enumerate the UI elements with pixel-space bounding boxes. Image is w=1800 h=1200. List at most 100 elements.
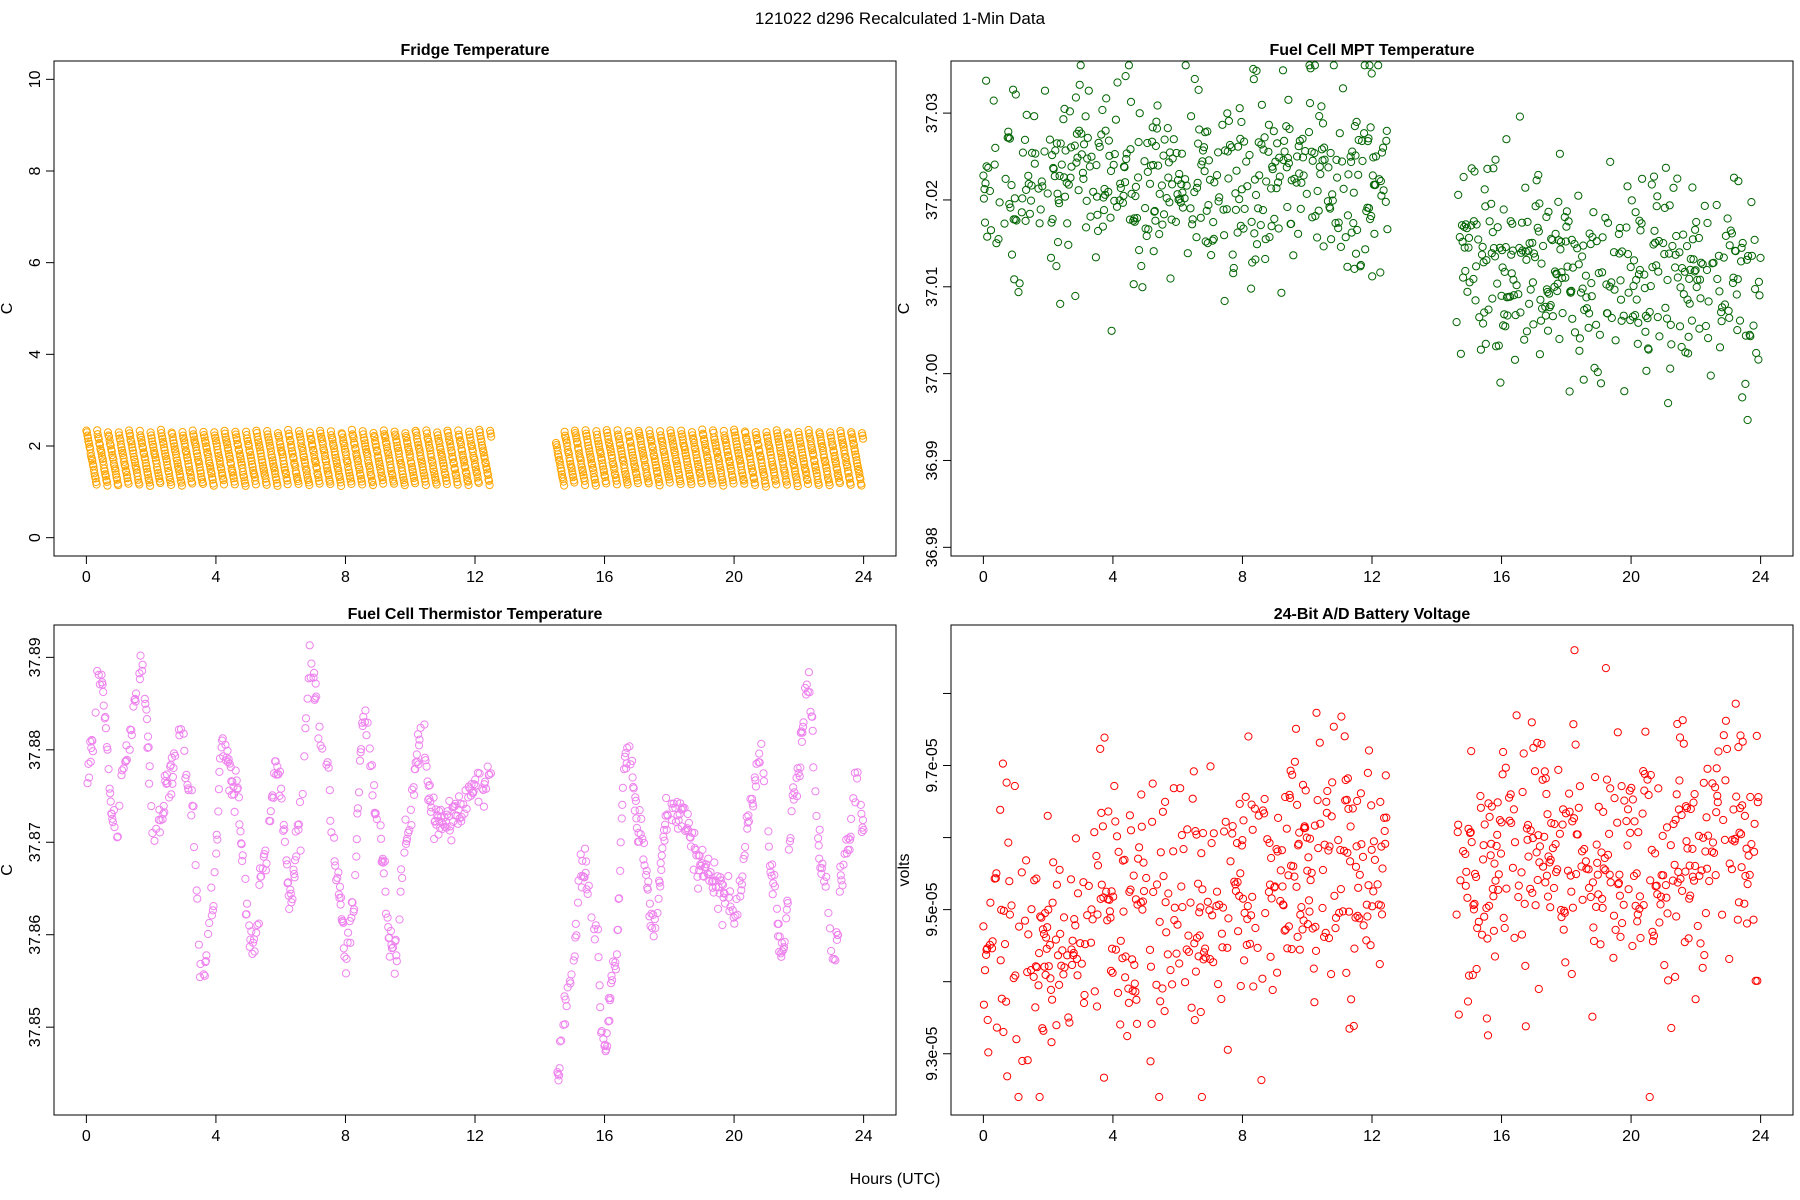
data-point xyxy=(256,446,265,455)
data-point xyxy=(130,695,139,704)
data-point xyxy=(673,465,683,474)
data-point xyxy=(1563,866,1573,875)
data-point xyxy=(1074,186,1083,195)
data-point xyxy=(1161,797,1170,807)
data-point xyxy=(1045,940,1055,950)
data-point xyxy=(1351,151,1360,160)
data-point xyxy=(1196,903,1205,912)
x-tick-label: 12 xyxy=(466,1128,484,1145)
data-point xyxy=(366,467,375,476)
data-point xyxy=(681,451,691,460)
data-point xyxy=(836,871,845,880)
data-point xyxy=(1318,119,1328,128)
data-point xyxy=(384,448,393,457)
data-point xyxy=(798,451,807,460)
data-point xyxy=(622,472,631,481)
data-point xyxy=(477,437,486,446)
data-point xyxy=(1489,892,1498,901)
data-point xyxy=(593,925,603,934)
data-point xyxy=(1176,784,1185,793)
data-point xyxy=(1264,147,1273,156)
data-point xyxy=(1151,141,1161,151)
data-point xyxy=(793,482,802,491)
data-point xyxy=(572,931,581,940)
data-point xyxy=(168,433,177,442)
y-tick-label: 0 xyxy=(27,533,44,542)
data-point xyxy=(746,458,755,467)
data-point xyxy=(201,438,210,448)
data-point xyxy=(1163,950,1172,959)
data-point xyxy=(1094,138,1103,147)
data-point xyxy=(224,446,233,455)
data-point xyxy=(1207,251,1216,260)
data-point xyxy=(1320,840,1329,849)
data-point xyxy=(1467,221,1476,230)
data-point xyxy=(90,469,99,478)
data-point xyxy=(1506,217,1515,226)
data-point xyxy=(85,773,94,782)
data-point xyxy=(242,899,252,908)
data-point xyxy=(1305,99,1315,108)
data-point xyxy=(822,463,831,472)
data-point xyxy=(1742,919,1752,928)
data-point xyxy=(207,911,216,920)
data-point xyxy=(698,871,708,881)
data-point xyxy=(1364,204,1374,213)
data-point xyxy=(853,774,862,783)
data-point xyxy=(306,431,315,440)
data-point xyxy=(429,793,438,802)
data-point xyxy=(1673,719,1682,729)
data-point xyxy=(824,908,833,918)
x-tick-label: 8 xyxy=(1238,1128,1247,1145)
data-point xyxy=(645,430,655,439)
data-point xyxy=(1588,878,1598,887)
data-point xyxy=(156,478,165,488)
data-point xyxy=(597,1027,606,1036)
data-point xyxy=(86,449,95,458)
data-point xyxy=(1349,219,1358,228)
data-point xyxy=(1733,326,1742,335)
data-point xyxy=(560,481,569,490)
data-point xyxy=(1514,290,1523,299)
data-point xyxy=(246,451,255,460)
data-point xyxy=(1205,906,1214,915)
data-point xyxy=(657,851,666,860)
data-point xyxy=(1592,902,1601,912)
data-point xyxy=(791,467,800,476)
data-point xyxy=(1195,908,1204,917)
data-point xyxy=(1712,200,1721,210)
data-point xyxy=(1708,838,1718,847)
data-point xyxy=(324,763,333,772)
data-point xyxy=(1479,258,1488,267)
data-point xyxy=(1555,149,1565,158)
data-point xyxy=(1582,293,1591,302)
data-point xyxy=(1645,1092,1654,1102)
data-point xyxy=(148,828,157,838)
data-point xyxy=(380,857,389,866)
data-point xyxy=(1232,166,1241,175)
data-point xyxy=(1278,882,1287,891)
data-point xyxy=(322,461,331,470)
data-point xyxy=(403,439,412,448)
data-point xyxy=(307,659,316,668)
data-point xyxy=(1635,216,1644,225)
data-point xyxy=(326,816,335,825)
data-point xyxy=(1692,283,1701,292)
data-point xyxy=(629,456,638,465)
data-point xyxy=(1615,891,1625,900)
data-point xyxy=(1349,188,1358,197)
data-point xyxy=(1529,249,1539,258)
data-point xyxy=(1609,953,1618,962)
data-point xyxy=(1282,824,1291,833)
data-point xyxy=(1724,306,1733,315)
data-point xyxy=(739,476,748,485)
data-point xyxy=(815,825,824,834)
data-point xyxy=(105,436,114,445)
data-point xyxy=(1134,173,1143,182)
data-point xyxy=(447,448,456,457)
data-point xyxy=(212,439,221,448)
data-point xyxy=(450,465,460,474)
data-point xyxy=(314,473,323,482)
data-point xyxy=(181,442,190,451)
data-point xyxy=(269,793,278,802)
